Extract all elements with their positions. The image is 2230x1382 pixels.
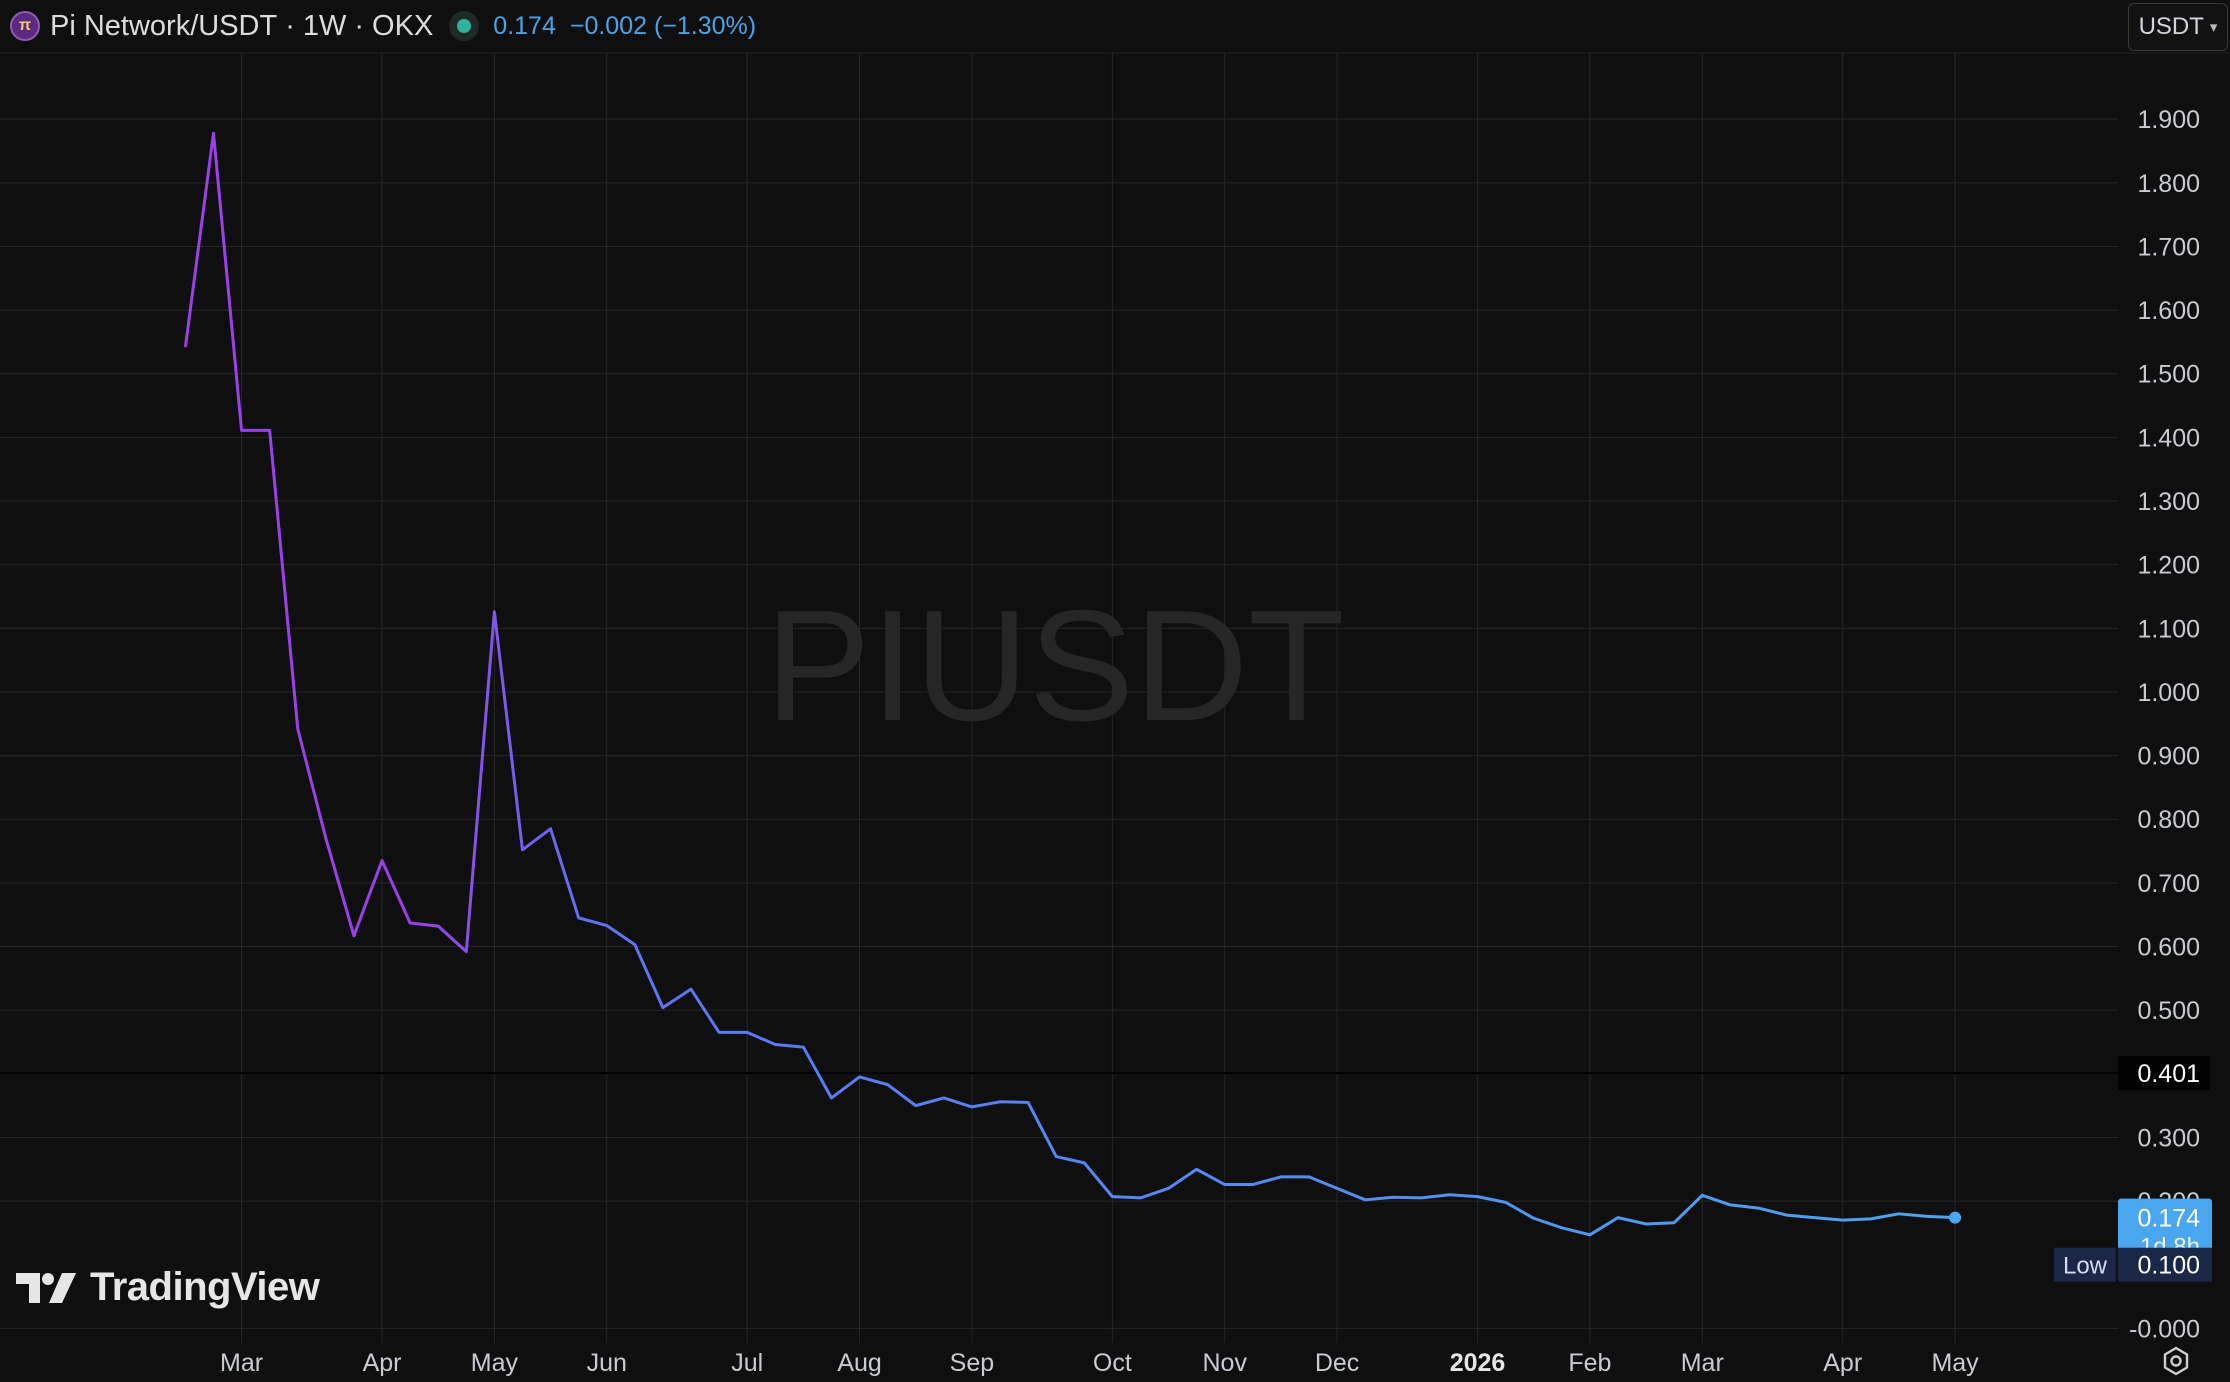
y-tick-label: 1.300 xyxy=(2137,488,2200,516)
price-change: −0.002 (−1.30%) xyxy=(569,11,757,40)
x-tick-label: Jul xyxy=(731,1349,763,1377)
low-label: Low xyxy=(2063,1253,2108,1280)
chevron-down-icon: ▾ xyxy=(2209,19,2218,36)
low-value-badge xyxy=(2118,1247,2212,1282)
exchange-label[interactable]: OKX xyxy=(372,9,434,42)
x-tick-label: Aug xyxy=(837,1349,881,1377)
x-tick-label: Dec xyxy=(1315,1349,1359,1377)
y-tick-label: 0.900 xyxy=(2137,743,2200,771)
y-tick-label: 1.400 xyxy=(2137,424,2200,452)
market-status-icon xyxy=(457,19,472,33)
chart-header[interactable]: π Pi Network/USDT · 1W · OKX 0.174 −0.00… xyxy=(10,6,756,46)
last-price-dot xyxy=(1949,1211,1962,1224)
x-tick-label: Jun xyxy=(587,1349,627,1377)
y-tick-label: -0.000 xyxy=(2129,1315,2200,1343)
y-tick-label: 1.500 xyxy=(2137,361,2200,389)
x-tick-label: Mar xyxy=(1681,1349,1724,1377)
x-tick-label: Apr xyxy=(363,1349,402,1377)
symbol-title[interactable]: Pi Network/USDT xyxy=(50,9,278,42)
y-tick-label: 1.600 xyxy=(2137,297,2200,325)
currency-label: USDT xyxy=(2138,13,2204,40)
y-tick-label: 0.600 xyxy=(2137,934,2200,962)
settings-gear-icon[interactable] xyxy=(2160,1345,2192,1377)
y-tick-label: 0.700 xyxy=(2137,870,2200,898)
x-tick-label: May xyxy=(471,1349,519,1377)
header-separator: · xyxy=(285,9,295,42)
last-price-badge xyxy=(2118,1198,2212,1261)
x-tick-label: Mar xyxy=(220,1349,263,1377)
tradingview-brand[interactable]: TradingView xyxy=(16,1265,320,1310)
y-tick-label: 1.000 xyxy=(2137,679,2200,707)
price-series-line xyxy=(183,131,1956,1237)
symbol-watermark: PIUSDT xyxy=(765,578,1344,754)
y-tick-label: 1.700 xyxy=(2137,233,2200,261)
x-axis[interactable]: Mar Apr May Jun Jul Aug Sep Oct Nov Dec 2026 Feb Mar… xyxy=(220,1349,1979,1377)
y-tick-label: 1.200 xyxy=(2137,552,2200,580)
crosshair-badge xyxy=(2118,1056,2210,1091)
header-separator: · xyxy=(354,9,365,42)
y-axis[interactable]: 1.900 1.800 1.700 1.600 1.500 1.400 1.300 1.200… xyxy=(2129,106,2200,1343)
y-tick-label: 1.100 xyxy=(2137,615,2200,643)
low-value: 0.100 xyxy=(2137,1252,2200,1280)
low-label-badge xyxy=(2054,1247,2116,1282)
current-price: 0.174 xyxy=(493,11,556,40)
y-tick-label: 1.800 xyxy=(2137,170,2200,198)
x-tick-label: May xyxy=(1931,1349,1979,1377)
y-tick-label: 0.500 xyxy=(2137,997,2200,1025)
crosshair-value: 0.401 xyxy=(2137,1060,2200,1088)
x-tick-label: 2026 xyxy=(1450,1349,1506,1377)
x-tick-label: Sep xyxy=(950,1349,994,1377)
interval-label[interactable]: 1W xyxy=(302,9,347,42)
y-tick-label: 0.800 xyxy=(2137,806,2200,834)
x-tick-label: Feb xyxy=(1568,1349,1611,1377)
x-tick-label: Oct xyxy=(1093,1349,1132,1377)
y-tick-label: 1.900 xyxy=(2137,106,2200,134)
y-tick-label: 0.300 xyxy=(2137,1124,2200,1152)
pi-coin-icon: π xyxy=(10,11,40,41)
tradingview-logo-icon xyxy=(16,1272,76,1303)
x-tick-label: Nov xyxy=(1202,1349,1247,1377)
x-tick-label: Apr xyxy=(1823,1349,1862,1377)
tradingview-name: TradingView xyxy=(90,1265,320,1309)
currency-selector-button[interactable]: USDT ▾ xyxy=(2128,3,2228,51)
last-price-value: 0.174 xyxy=(2137,1205,2200,1233)
